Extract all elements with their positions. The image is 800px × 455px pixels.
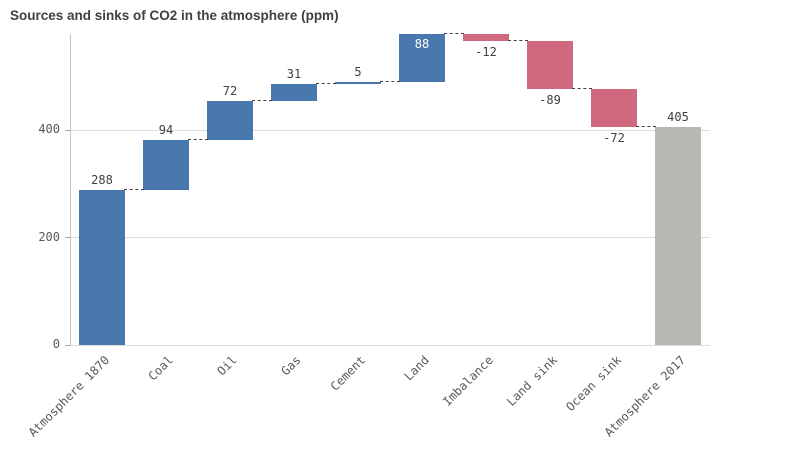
bar-value-label: -89 xyxy=(539,92,561,107)
waterfall-bar-land-sink[interactable] xyxy=(527,40,573,89)
bar-value-label: -72 xyxy=(603,131,625,146)
connector-line xyxy=(124,189,144,191)
waterfall-bar-cement[interactable] xyxy=(335,81,381,85)
bar-value-label: 5 xyxy=(354,64,362,79)
waterfall-bar-atmosphere-2017[interactable] xyxy=(655,127,701,345)
x-axis-label[interactable]: Gas xyxy=(278,353,304,379)
waterfall-bar-gas[interactable] xyxy=(271,84,317,101)
bar-value-label: 94 xyxy=(158,122,174,137)
y-axis-line xyxy=(70,34,71,345)
connector-line xyxy=(316,83,336,85)
connector-line xyxy=(508,39,528,41)
chart-title: Sources and sinks of CO2 in the atmosphe… xyxy=(10,8,339,23)
y-axis-tick xyxy=(65,129,70,131)
waterfall-bar-imbalance[interactable] xyxy=(463,34,509,41)
y-axis-tick-label: 200 xyxy=(38,229,60,244)
y-axis-tick-label: 400 xyxy=(38,122,60,136)
x-axis-label[interactable]: Oil xyxy=(214,353,240,379)
bar-value-label: 405 xyxy=(667,110,689,125)
waterfall-bar-atmosphere-1870[interactable] xyxy=(79,190,125,345)
connector-line xyxy=(252,99,272,101)
waterfall-bar-coal[interactable] xyxy=(143,139,189,191)
x-axis-label[interactable]: Land xyxy=(401,353,432,384)
bar-value-label: 288 xyxy=(91,173,113,188)
x-axis-label[interactable]: Ocean sink xyxy=(562,353,624,414)
y-axis-tick xyxy=(65,237,70,238)
waterfall-bar-ocean-sink[interactable] xyxy=(591,88,637,128)
y-axis-tick xyxy=(65,344,70,346)
waterfall-bar-land[interactable] xyxy=(399,34,445,82)
connector-line xyxy=(636,126,656,128)
bar-value-label: 31 xyxy=(286,67,302,82)
gridline xyxy=(70,344,710,346)
x-axis-label[interactable]: Cement xyxy=(327,353,368,394)
x-axis-label[interactable]: Atmosphere 1870 xyxy=(25,353,112,440)
x-axis-label[interactable]: Imbalance xyxy=(440,353,496,409)
bar-value-label: 88 xyxy=(414,37,430,52)
connector-line xyxy=(572,87,592,89)
connector-line xyxy=(444,33,464,35)
x-axis-label[interactable]: Coal xyxy=(145,353,176,384)
connector-line xyxy=(188,138,208,140)
bar-value-label: -12 xyxy=(475,44,497,59)
gridline xyxy=(70,129,710,131)
connector-line xyxy=(380,80,400,82)
bar-value-label: 72 xyxy=(222,83,238,98)
gridline xyxy=(70,237,710,238)
x-axis-label[interactable]: Land sink xyxy=(504,353,560,409)
waterfall-bar-oil[interactable] xyxy=(207,100,253,140)
y-axis-tick-label: 0 xyxy=(52,337,60,351)
